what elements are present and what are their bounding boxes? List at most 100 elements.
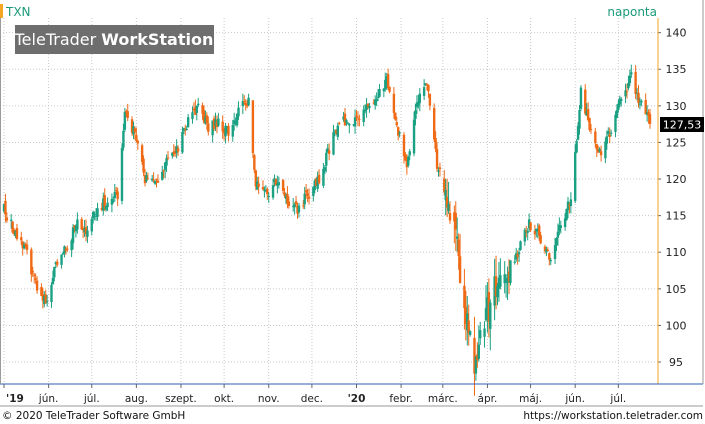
candle-body (293, 204, 296, 208)
candle-body (225, 128, 229, 130)
candle-body (35, 280, 39, 291)
candle-body (414, 110, 417, 119)
candle-body (104, 206, 108, 210)
candle-body (404, 154, 407, 161)
x-tick-label: '19 (6, 393, 24, 405)
candle-body (43, 295, 46, 304)
candle-body (303, 193, 306, 205)
candle-body (261, 186, 265, 190)
candle-body (432, 107, 436, 140)
candle-body (234, 123, 237, 125)
candle-body (163, 162, 167, 170)
x-tick-label: márc. (428, 393, 458, 405)
candle-body (325, 152, 328, 166)
candle-body (513, 261, 516, 263)
candle-body (135, 135, 138, 141)
candle-body (195, 105, 198, 113)
candle-body (133, 128, 137, 132)
candle-body (54, 262, 57, 265)
candle-body (276, 183, 279, 186)
candle-body (594, 131, 597, 144)
candle-body (535, 228, 538, 232)
y-tick-label: 95 (669, 356, 683, 369)
candle-body (83, 227, 86, 233)
candle-body (486, 297, 489, 310)
candle-body (496, 285, 499, 298)
candle-body (204, 116, 207, 124)
candle-body (96, 208, 99, 217)
candle-body (161, 171, 164, 180)
candle-body (398, 132, 401, 134)
candle-body (281, 179, 285, 191)
candle-body (56, 261, 59, 265)
candle-body (519, 241, 522, 250)
candle-body (286, 193, 289, 204)
candle-body (227, 125, 230, 136)
candle-body (31, 271, 34, 273)
candle-body (599, 151, 603, 156)
candle-body (186, 117, 190, 128)
x-tick-label: '20 (348, 393, 366, 405)
candle-body (130, 119, 134, 133)
candle-body (456, 236, 459, 239)
candle-body (507, 271, 511, 282)
candle-body (573, 152, 577, 201)
candle-body (438, 167, 442, 170)
candle-body (307, 196, 311, 199)
candle-body (145, 175, 148, 182)
candle-body (115, 189, 118, 191)
candle-body (595, 144, 598, 150)
candle-body (428, 93, 432, 106)
candle-body (182, 128, 186, 132)
candle-body (489, 302, 492, 329)
candle-body (90, 218, 93, 232)
candle-body (454, 213, 457, 230)
candle-body (422, 87, 426, 96)
candle-body (257, 183, 260, 187)
candle-body (21, 241, 24, 249)
candle-body (273, 178, 276, 183)
candle-body (568, 204, 571, 207)
candle-body (468, 331, 472, 335)
candle-body (103, 195, 106, 208)
y-tick-label: 125 (666, 136, 687, 149)
candle-body (253, 155, 256, 170)
candle-body (444, 189, 447, 201)
candle-body (477, 344, 480, 359)
source-url[interactable]: https://workstation.teletrader.com (523, 410, 703, 422)
candle-body (14, 230, 17, 237)
candle-body (558, 225, 561, 232)
candle-body (24, 243, 27, 246)
candle-body (353, 117, 357, 127)
candle-body (546, 249, 550, 252)
logo-text-regular: TeleTrader (14, 30, 102, 49)
candle-body (92, 211, 95, 219)
candle-body (155, 178, 158, 180)
candle-body (476, 354, 479, 361)
logo-text: TeleTrader WorkStation (14, 30, 214, 49)
candle-body (402, 134, 406, 157)
y-tick-label: 135 (666, 63, 687, 76)
candle-body (464, 306, 468, 324)
candle-body (457, 239, 460, 257)
candle-body (647, 112, 650, 116)
candle-body (648, 114, 652, 124)
candle-body (565, 209, 568, 221)
candle-body (434, 138, 437, 149)
candle-body (291, 206, 295, 208)
candle-body (504, 279, 508, 283)
candle-body (181, 132, 184, 153)
candle-body (447, 203, 450, 211)
candle-body (71, 227, 75, 244)
candle-body (588, 117, 591, 130)
candle-body (437, 170, 440, 172)
candle-body (376, 96, 380, 98)
candle-body (241, 101, 245, 106)
candle-body (368, 105, 371, 108)
candle-body (608, 134, 611, 137)
candle-body (317, 174, 321, 184)
candle-body (174, 150, 177, 154)
candle-body (40, 287, 43, 296)
candle-body (283, 192, 286, 196)
candle-body (494, 276, 498, 297)
